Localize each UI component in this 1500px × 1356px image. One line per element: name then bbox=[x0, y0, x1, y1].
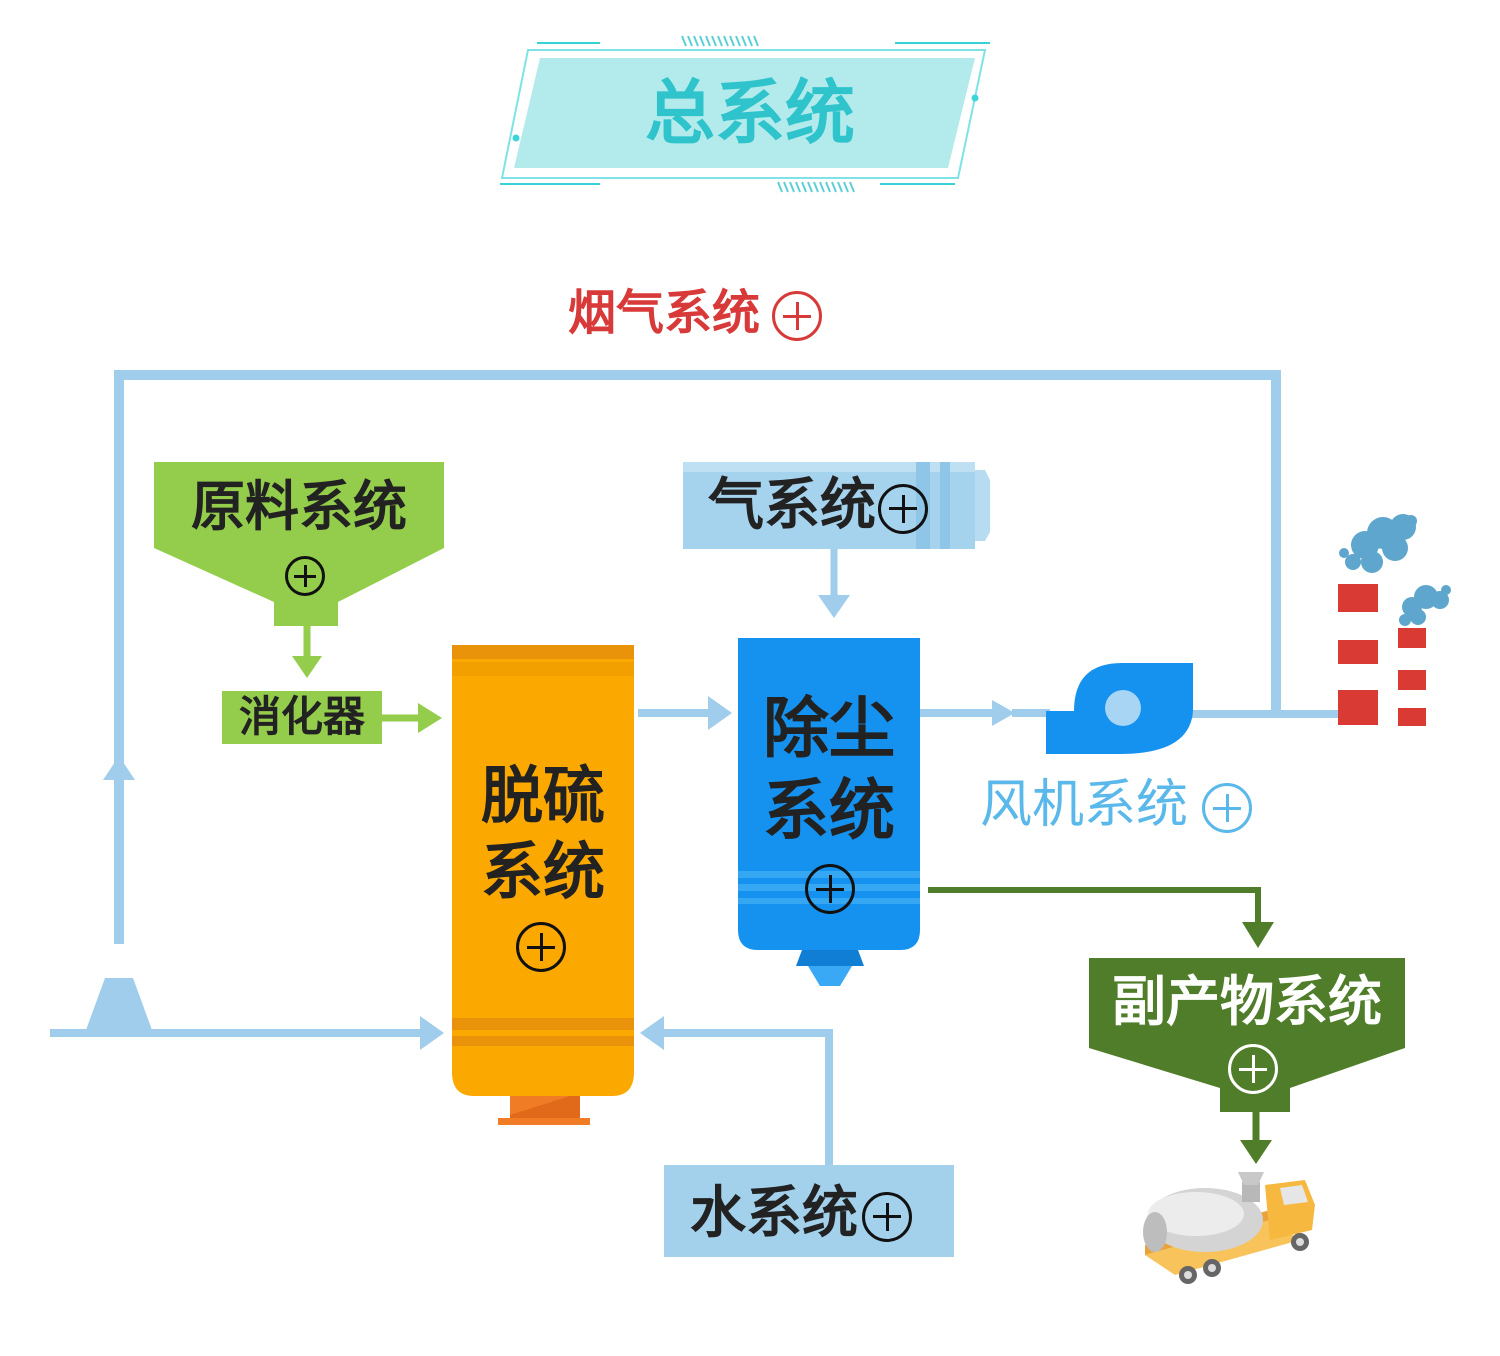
page-title: 总系统 bbox=[645, 72, 855, 154]
dust-to-fan-arrow bbox=[992, 700, 1015, 726]
inlet-nozzle-icon bbox=[86, 978, 152, 1030]
plus-circle-icon[interactable] bbox=[805, 864, 855, 914]
dust-removal-text-line1: 除尘 bbox=[763, 690, 895, 767]
tanker-truck-icon bbox=[1143, 1172, 1315, 1284]
desulfurization-tower[interactable] bbox=[452, 645, 634, 1125]
dust-to-byproduct-pipe bbox=[928, 887, 1261, 925]
digester-label: 消化器 bbox=[238, 692, 365, 741]
desulf-to-dust-arrow bbox=[708, 696, 732, 730]
fan-system-label[interactable]: 风机系统 bbox=[980, 779, 1253, 833]
byproduct-system-text: 副产物系统 bbox=[1112, 970, 1382, 1033]
digester-to-desulf-arrow bbox=[418, 703, 442, 733]
gas-system-label[interactable]: 气系统 bbox=[708, 478, 928, 534]
raw-material-system-text: 原料系统 bbox=[191, 475, 407, 538]
plus-circle-icon[interactable] bbox=[1228, 1044, 1278, 1094]
flue-gas-loop-pipe bbox=[114, 370, 1281, 944]
gas-system-text: 气系统 bbox=[708, 473, 876, 538]
water-pipe bbox=[660, 1029, 833, 1167]
flue-gas-system-label[interactable]: 烟气系统 bbox=[568, 289, 823, 341]
desulfurization-text-line2: 系统 bbox=[480, 835, 605, 908]
fan-icon[interactable] bbox=[1046, 663, 1193, 754]
plus-circle-icon[interactable] bbox=[1202, 783, 1253, 833]
plus-circle-icon[interactable] bbox=[862, 1191, 912, 1242]
plus-circle-icon[interactable] bbox=[772, 291, 823, 341]
dust-to-byproduct-arrow bbox=[1242, 922, 1274, 948]
raw-material-hopper[interactable] bbox=[154, 462, 444, 626]
byproduct-system-label[interactable]: 副产物系统 bbox=[1089, 975, 1405, 1029]
fan-system-text: 风机系统 bbox=[980, 775, 1189, 835]
banner-hatch-bottom bbox=[777, 181, 855, 193]
banner-hatch-top bbox=[681, 35, 759, 47]
desulfurization-text-line1: 脱硫 bbox=[480, 759, 605, 832]
digester-box[interactable] bbox=[222, 691, 382, 744]
plus-circle-icon[interactable] bbox=[516, 922, 566, 972]
raw-material-system-label[interactable]: 原料系统 bbox=[171, 480, 427, 534]
title-banner bbox=[500, 35, 990, 193]
water-system-text: 水系统 bbox=[690, 1181, 858, 1246]
chimney-icon bbox=[1338, 584, 1426, 726]
smoke-icon bbox=[1339, 514, 1451, 626]
byproduct-hopper[interactable] bbox=[1089, 958, 1405, 1112]
dust-removal-text-line2: 系统 bbox=[763, 772, 895, 849]
plus-circle-icon[interactable] bbox=[285, 556, 325, 596]
inlet-arrow bbox=[420, 1016, 444, 1050]
raw-to-digester-arrow bbox=[292, 656, 322, 678]
desulfurization-system-label[interactable]: 脱硫 系统 bbox=[452, 758, 634, 910]
dust-removal-system-label[interactable]: 除尘 系统 bbox=[738, 688, 920, 852]
byproduct-to-truck-arrow bbox=[1240, 1140, 1272, 1164]
plus-circle-icon[interactable] bbox=[878, 483, 928, 534]
water-system-label[interactable]: 水系统 bbox=[690, 1186, 912, 1242]
water-arrow bbox=[640, 1016, 664, 1050]
loop-up-arrow bbox=[103, 756, 135, 780]
flue-gas-system-text: 烟气系统 bbox=[568, 285, 761, 341]
gas-to-dust-arrow bbox=[818, 595, 850, 618]
